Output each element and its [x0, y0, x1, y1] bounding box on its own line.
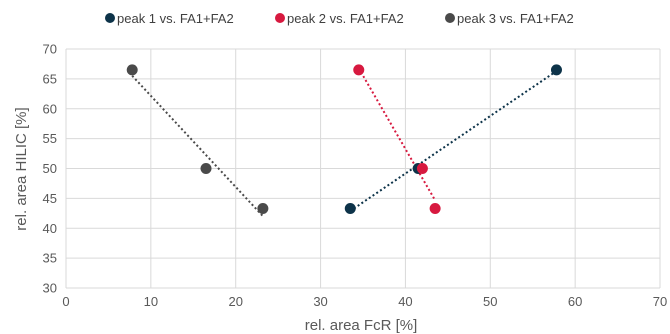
x-axis-title: rel. area FcR [%]	[305, 317, 418, 334]
gridlines	[65, 48, 661, 289]
legend-marker	[105, 13, 115, 23]
x-tick-label: 0	[62, 294, 69, 309]
y-tick-label: 35	[43, 251, 57, 266]
legend-label: peak 3 vs. FA1+FA2	[457, 11, 574, 26]
trendlines	[131, 67, 558, 217]
y-tick-label: 70	[43, 42, 57, 57]
y-tick-label: 30	[43, 281, 57, 296]
data-points	[126, 64, 562, 215]
y-tick-label: 55	[43, 131, 57, 146]
y-tick-label: 65	[43, 71, 57, 86]
data-point	[126, 64, 138, 76]
x-tick-label: 50	[483, 294, 497, 309]
data-point	[353, 64, 365, 76]
legend-label: peak 2 vs. FA1+FA2	[287, 11, 404, 26]
x-tick-label: 60	[568, 294, 582, 309]
x-tick-label: 70	[653, 294, 667, 309]
trendline	[131, 75, 264, 217]
y-tick-label: 60	[43, 101, 57, 116]
x-axis-ticks: 0 10 20 30 40 50 60 70	[62, 294, 667, 309]
trendline	[357, 67, 436, 201]
data-point	[429, 203, 441, 215]
data-point	[416, 163, 428, 174]
x-tick-label: 30	[313, 294, 327, 309]
x-tick-label: 40	[398, 294, 412, 309]
x-tick-label: 10	[144, 294, 158, 309]
y-axis-ticks: 30 35 40 45 50 55 60 65 70	[43, 42, 57, 296]
legend-label: peak 1 vs. FA1+FA2	[117, 11, 234, 26]
data-point	[550, 64, 562, 76]
data-point	[344, 203, 356, 215]
y-axis-title: rel. area HILIC [%]	[13, 107, 30, 230]
y-tick-label: 40	[43, 221, 57, 236]
legend-marker	[445, 13, 455, 23]
y-tick-label: 50	[43, 161, 57, 176]
x-tick-label: 20	[228, 294, 242, 309]
data-point	[257, 203, 269, 215]
y-tick-label: 45	[43, 191, 57, 206]
data-point	[200, 163, 212, 174]
legend: peak 1 vs. FA1+FA2 peak 2 vs. FA1+FA2 peak…	[105, 11, 574, 26]
trendline	[349, 70, 558, 212]
legend-marker	[275, 13, 285, 23]
